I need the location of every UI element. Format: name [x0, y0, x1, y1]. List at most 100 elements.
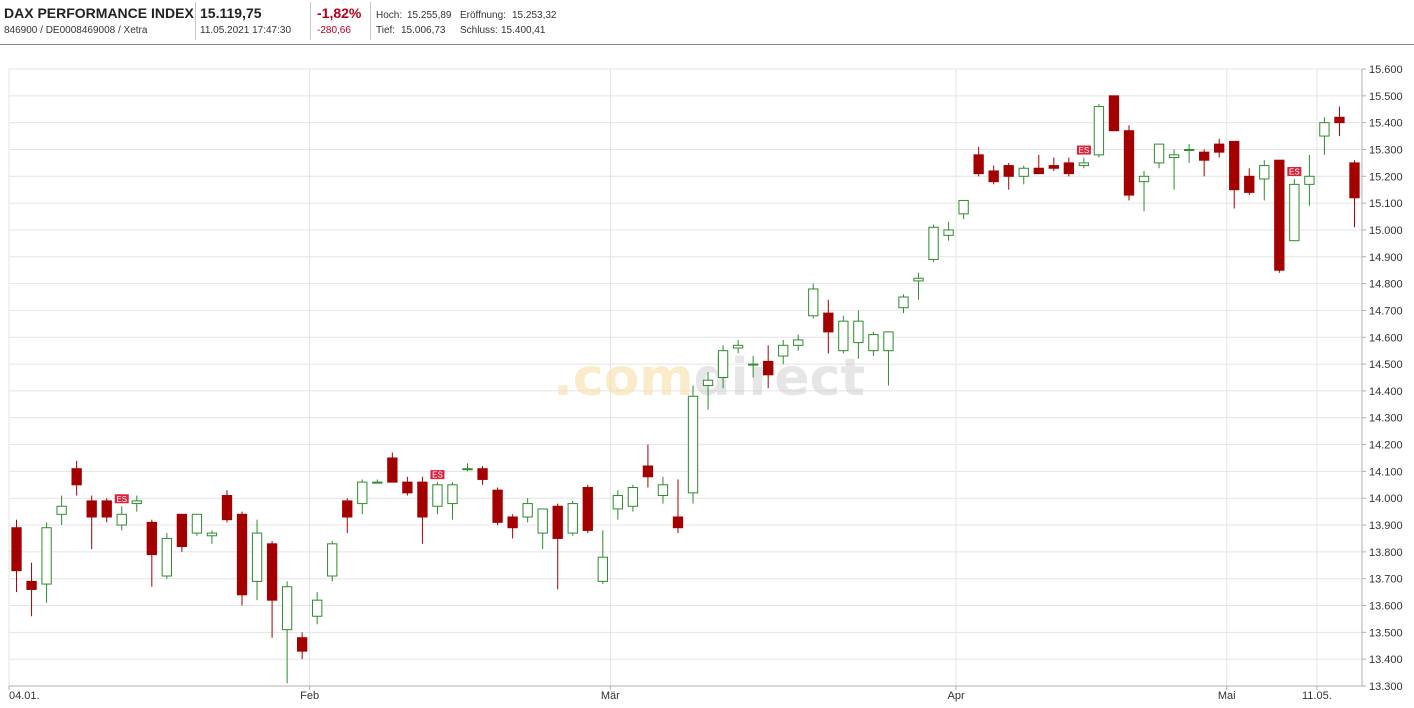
candle: [943, 221, 954, 241]
candle-body: [1349, 162, 1360, 199]
candle: [1349, 160, 1360, 228]
y-tick-label: 14.400: [1369, 386, 1403, 398]
candle-body: [131, 500, 142, 505]
high-label: Hoch:: [376, 10, 403, 21]
y-tick-label: 15.400: [1369, 118, 1403, 130]
candle: [176, 513, 188, 552]
candle-body: [146, 521, 157, 556]
candle: [432, 482, 443, 515]
candle-body: [537, 508, 548, 534]
candle: [71, 460, 82, 496]
candle-body: [327, 543, 338, 577]
candle-body: [161, 537, 173, 577]
candle-body: [793, 339, 804, 346]
candle: [1259, 160, 1270, 201]
y-tick-label: 14.700: [1369, 305, 1403, 317]
event-badge: [1287, 166, 1302, 176]
candle-body: [116, 513, 127, 526]
high-value: 15.255,89: [407, 10, 452, 21]
x-tick-label: Apr: [948, 690, 965, 702]
candle: [642, 444, 654, 488]
comdirect-watermark: .comdirect: [553, 348, 865, 408]
candle-body: [943, 229, 954, 236]
candle: [597, 530, 608, 585]
candle-body: [1198, 151, 1210, 161]
candle: [973, 146, 984, 177]
last-price: 15.119,75: [200, 5, 262, 21]
candle-body: [1078, 162, 1090, 167]
candle: [1289, 178, 1300, 242]
y-tick-label: 14.300: [1369, 413, 1403, 425]
candle-body: [657, 484, 669, 497]
candle-body: [838, 320, 849, 352]
candle-body: [71, 468, 82, 486]
candle: [146, 519, 157, 587]
candle-body: [432, 484, 443, 507]
candle: [522, 498, 533, 523]
candle-body: [913, 277, 924, 282]
candle-body: [266, 543, 278, 601]
event-badge: [1076, 145, 1091, 155]
y-tick-label: 13.300: [1369, 681, 1403, 693]
y-tick-label: 15.300: [1369, 144, 1403, 156]
candle-body: [1304, 175, 1315, 185]
candle-body: [1048, 165, 1059, 169]
candle-body: [642, 465, 654, 478]
instrument-ids: 846900 / DE0008469008 / Xetra: [4, 25, 148, 36]
candle: [492, 487, 503, 526]
y-tick-label: 15.600: [1369, 64, 1403, 76]
candle: [582, 484, 593, 534]
instrument-name[interactable]: DAX PERFORMANCE INDEX: [4, 5, 194, 21]
candle: [1108, 95, 1120, 132]
candle-body: [387, 457, 398, 483]
candle-body: [206, 532, 218, 537]
open-value: 15.253,32: [512, 10, 557, 21]
candle: [823, 299, 834, 354]
candle-body: [1123, 130, 1135, 196]
candle-body: [1229, 140, 1240, 191]
candle: [1003, 162, 1014, 190]
candle: [1093, 103, 1105, 158]
candle: [612, 490, 624, 520]
candle-body: [101, 500, 112, 518]
candle-body: [342, 500, 353, 518]
candle-body: [898, 296, 909, 309]
candle: [988, 165, 999, 185]
y-tick-label: 14.100: [1369, 466, 1403, 478]
candle-body: [56, 505, 67, 515]
candle: [56, 495, 67, 526]
candle: [462, 463, 473, 472]
event-badge-label: ES: [116, 495, 127, 504]
candle-body: [176, 513, 188, 548]
candle-body: [462, 468, 473, 471]
candle: [898, 294, 909, 314]
close-label: Schluss:: [460, 25, 498, 36]
candle: [853, 310, 864, 359]
candle-body: [492, 489, 503, 523]
candle-body: [1093, 106, 1105, 156]
x-tick-label: Feb: [300, 690, 319, 702]
candle: [732, 339, 744, 354]
y-axis: 13.300 13.400 13.500 13.600 13.700 13.800 13.9…: [1361, 64, 1403, 693]
y-tick-label: 14.800: [1369, 279, 1403, 291]
candle-body: [552, 505, 563, 539]
candle-body: [477, 468, 488, 480]
candle: [327, 541, 338, 582]
candle-body: [1319, 122, 1330, 137]
candle-body: [191, 513, 203, 534]
candle-body: [988, 170, 999, 183]
candle: [221, 490, 233, 523]
candle-body: [296, 637, 308, 652]
candle: [1153, 143, 1165, 169]
candle-body: [702, 379, 714, 387]
event-badge-label: ES: [1289, 167, 1300, 176]
x-tick-label: Mai: [1218, 690, 1236, 702]
candle: [1018, 165, 1029, 185]
candle: [1244, 168, 1255, 196]
candle: [161, 533, 173, 579]
candle: [657, 476, 669, 504]
candle: [717, 345, 729, 389]
close-value: 15.400,41: [501, 25, 546, 36]
candle-body: [1244, 175, 1255, 193]
